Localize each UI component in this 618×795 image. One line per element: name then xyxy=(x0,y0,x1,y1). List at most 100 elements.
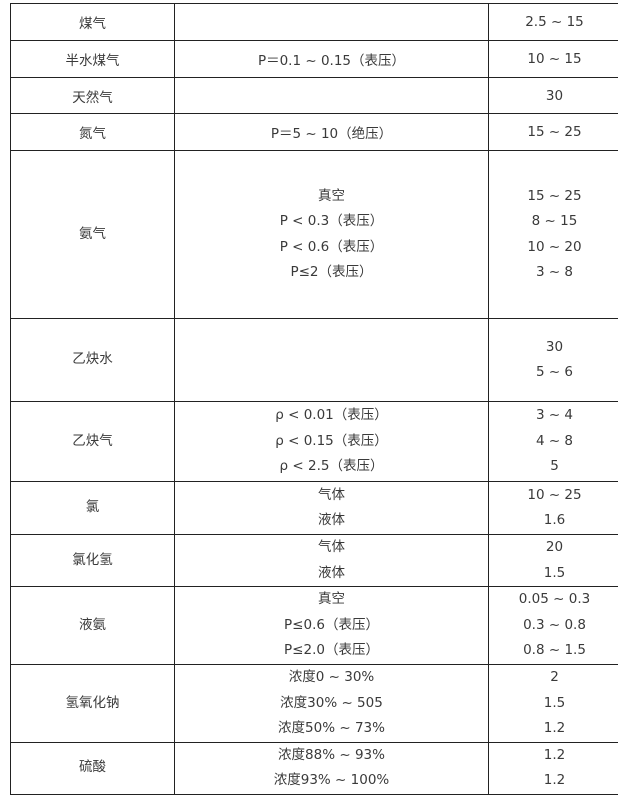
medium-cell: 氮气 xyxy=(11,114,175,151)
velocity-line: 1.6 xyxy=(489,508,618,534)
medium-cell: 氯 xyxy=(11,482,175,535)
velocity-line: 2.5 ~ 15 xyxy=(489,14,618,30)
velocity-line: 0.05 ~ 0.3 xyxy=(489,587,618,613)
medium-name: 煤气 xyxy=(11,12,174,32)
velocity-cell: 15 ~ 25 xyxy=(489,114,618,151)
medium-cell: 天然气 xyxy=(11,78,175,114)
medium-cell: 氯化氢 xyxy=(11,535,175,587)
condition-cell: ρ < 0.01（表压）ρ < 0.15（表压）ρ < 2.5（表压） xyxy=(175,402,489,482)
condition-cell: 气体液体 xyxy=(175,535,489,587)
velocity-line: 1.5 xyxy=(489,691,618,717)
velocity-line: 15 ~ 25 xyxy=(489,124,618,140)
velocity-line: 3 ~ 4 xyxy=(489,403,618,429)
velocity-line: 3 ~ 8 xyxy=(489,260,618,286)
velocity-line: 4 ~ 8 xyxy=(489,429,618,455)
velocity-line: 10 ~ 15 xyxy=(489,51,618,67)
condition-line: 浓度0 ~ 30% xyxy=(175,665,488,691)
condition-line: P＝5 ~ 10（绝压） xyxy=(175,122,488,142)
condition-line: P < 0.3（表压） xyxy=(175,209,488,235)
condition-cell xyxy=(175,4,489,41)
medium-cell: 液氨 xyxy=(11,587,175,665)
velocity-line: 20 xyxy=(489,535,618,561)
condition-cell xyxy=(175,319,489,402)
condition-line: 真空 xyxy=(175,587,488,613)
medium-cell: 乙炔气 xyxy=(11,402,175,482)
condition-line: ρ < 0.15（表压） xyxy=(175,429,488,455)
condition-line: 浓度30% ~ 505 xyxy=(175,691,488,717)
condition-line: ρ < 2.5（表压） xyxy=(175,454,488,480)
medium-name: 天然气 xyxy=(11,86,174,106)
condition-line: P≤2（表压） xyxy=(175,260,488,286)
condition-cell xyxy=(175,78,489,114)
medium-name: 氢氧化钠 xyxy=(11,691,174,717)
condition-line: P≤2.0（表压） xyxy=(175,638,488,664)
condition-line: P≤0.6（表压） xyxy=(175,613,488,639)
table-row: 天然气 30 xyxy=(11,78,618,114)
condition-line: 气体 xyxy=(175,483,488,509)
medium-name: 液氨 xyxy=(11,613,174,639)
condition-line: 气体 xyxy=(175,535,488,561)
velocity-line: 8 ~ 15 xyxy=(489,209,618,235)
velocity-line: 15 ~ 25 xyxy=(489,184,618,210)
medium-name: 半水煤气 xyxy=(11,49,174,69)
velocity-line: 10 ~ 20 xyxy=(489,235,618,261)
condition-line: 液体 xyxy=(175,508,488,534)
medium-name: 硫酸 xyxy=(11,755,174,781)
medium-cell: 乙炔水 xyxy=(11,319,175,402)
condition-line: 液体 xyxy=(175,561,488,587)
condition-cell: P＝5 ~ 10（绝压） xyxy=(175,114,489,151)
velocity-line: 1.2 xyxy=(489,743,618,769)
medium-name: 氮气 xyxy=(11,122,174,142)
velocity-line: 30 xyxy=(489,335,618,361)
medium-cell: 煤气 xyxy=(11,4,175,41)
velocity-line: 0.3 ~ 0.8 xyxy=(489,613,618,639)
medium-cell: 半水煤气 xyxy=(11,41,175,78)
condition-line: 浓度88% ~ 93% xyxy=(175,743,488,769)
medium-name: 氯 xyxy=(11,495,174,521)
velocity-line: 5 ~ 6 xyxy=(489,360,618,386)
condition-cell: 浓度88% ~ 93%浓度93% ~ 100% xyxy=(175,742,489,794)
medium-name: 氨气 xyxy=(11,222,174,248)
velocity-cell: 2.5 ~ 15 xyxy=(489,4,618,41)
condition-line: 真空 xyxy=(175,184,488,210)
velocity-line: 1.5 xyxy=(489,561,618,587)
condition-line: 浓度50% ~ 73% xyxy=(175,716,488,742)
condition-cell: P＝0.1 ~ 0.15（表压） xyxy=(175,41,489,78)
medium-name: 氯化氢 xyxy=(11,548,174,574)
velocity-line: 0.8 ~ 1.5 xyxy=(489,638,618,664)
medium-cell: 氨气 xyxy=(11,151,175,319)
medium-cell: 氢氧化钠 xyxy=(11,665,175,743)
velocity-cell: 30 xyxy=(489,78,618,114)
table-row: 煤气 2.5 ~ 15 xyxy=(11,4,618,41)
velocity-cell: 10 ~ 15 xyxy=(489,41,618,78)
velocity-line: 5 xyxy=(489,454,618,480)
condition-cell: 气体液体 xyxy=(175,482,489,535)
velocity-line: 30 xyxy=(489,88,618,104)
condition-line: P < 0.6（表压） xyxy=(175,235,488,261)
velocity-line: 10 ~ 25 xyxy=(489,483,618,509)
medium-cell: 硫酸 xyxy=(11,742,175,794)
condition-line: P＝0.1 ~ 0.15（表压） xyxy=(175,49,488,69)
